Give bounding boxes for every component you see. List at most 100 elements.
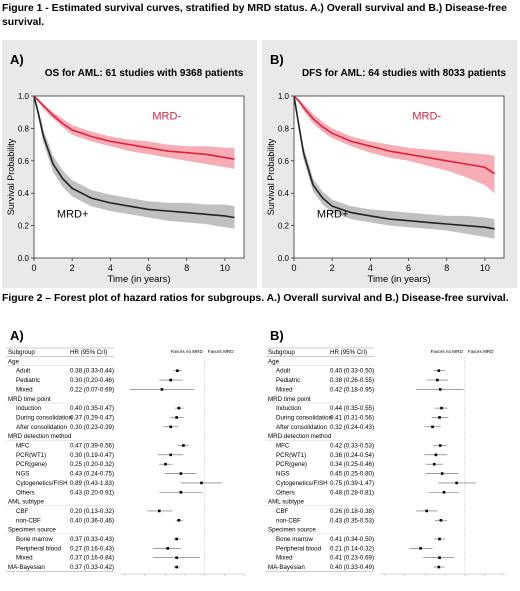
panel-label: B) [270, 52, 284, 67]
x-tick-label: 6 [146, 263, 151, 273]
x-tick-label: 4 [368, 263, 373, 273]
hr-point [438, 537, 441, 541]
hr-point [177, 406, 181, 410]
forest-row-label: MFC [276, 443, 290, 450]
forest-row-hr: 0.48 (0.28-0.81) [330, 489, 374, 496]
col-hr: HR (95% CrI) [70, 349, 107, 356]
survival-line-mrd-negative [33, 95, 235, 160]
forest-row-hr: 0.41 (0.31-0.56) [330, 414, 374, 421]
hr-point [438, 444, 442, 447]
hr-point [166, 547, 170, 550]
y-axis-label: Survival Probability [266, 138, 276, 215]
forest-row-label: After consolidation [276, 424, 327, 431]
forest-row-label: Mixed [16, 555, 33, 562]
hr-point [175, 565, 178, 569]
hr-point [431, 425, 434, 429]
mrd-positive-label: MRD+ [57, 209, 88, 221]
forest-row-label: PCR(WT1) [276, 452, 306, 459]
forest-row-label: Cytogenetics/FISH [276, 480, 328, 487]
hr-point [200, 481, 203, 485]
forest-svg: A) Subgroup HR (95% CrI) Favors no MRD Favor… [6, 328, 245, 577]
forest-row-hr: 0.38 (0.33-0.44) [70, 368, 114, 375]
hr-point [175, 556, 178, 559]
hr-point [182, 444, 185, 447]
forest-row-hr: 0.37 (0.33-0.42) [70, 564, 114, 571]
forest-row-hr: 0.30 (0.23-0.39) [70, 424, 114, 431]
favors-right-label: Favors MRD [208, 349, 234, 354]
hr-point [436, 378, 439, 382]
forest-row-hr: 0.43 (0.35-0.53) [330, 517, 374, 524]
forest-row-hr: 0.27 (0.16-0.43) [70, 545, 114, 552]
forest-group-header: Age [268, 358, 280, 365]
forest-row-hr: 0.26 (0.18-0.38) [330, 508, 374, 515]
forest-row-label: After consolidation [16, 424, 67, 431]
forest-row-label: Induction [16, 405, 42, 412]
y-tick-label: 0.6 [278, 157, 290, 166]
y-tick-label: 0.8 [18, 124, 30, 133]
hr-point [438, 556, 441, 559]
plot-border [293, 95, 505, 259]
forest-row-hr: 0.20 (0.13-0.32) [70, 508, 114, 515]
forest-row-label: Pediatric [276, 377, 300, 384]
hr-point [440, 472, 444, 475]
forest-row-hr: 0.45 (0.25-0.80) [330, 471, 374, 478]
hr-point [439, 519, 443, 522]
hr-point [176, 369, 179, 372]
forest-row-label: During consolidation [276, 414, 333, 421]
forest-row-hr: 0.44 (0.35-0.55) [330, 405, 374, 412]
forest-row-label: Peripheral blood [276, 545, 322, 552]
forest-row-label: Mixed [276, 555, 293, 562]
forest-plot-dfs: B) Subgroup HR (95% CrI) Favors no MRD Favor… [262, 326, 514, 588]
hr-point [437, 565, 441, 569]
forest-row-hr: 0.40 (0.35-0.47) [70, 405, 114, 412]
confidence-band-mrd-positive [294, 96, 495, 239]
y-tick-label: 0.0 [18, 254, 30, 263]
hr-point [438, 388, 442, 391]
y-tick-label: 0.4 [278, 189, 290, 198]
y-tick-label: 0.2 [18, 222, 30, 231]
forest-group-header: Specimen source [268, 527, 316, 534]
hr-point [437, 369, 441, 372]
y-tick-label: 1.0 [18, 92, 30, 101]
forest-row-hr: 0.21 (0.14-0.32) [330, 545, 374, 552]
forest-svg: B) Subgroup HR (95% CrI) Favors no MRD Favor… [266, 328, 505, 577]
mrd-negative-label: MRD- [152, 110, 181, 122]
forest-row-hr: 0.42 (0.33-0.53) [330, 443, 374, 450]
x-axis-label: Time (in years) [108, 274, 171, 285]
km-title: OS for AML: 61 studies with 9368 patient… [45, 68, 244, 79]
y-tick-label: 0.0 [278, 254, 290, 263]
hr-point [434, 453, 438, 457]
favors-left-label: Favors no MRD [171, 349, 204, 354]
figure2-caption: Figure 2 – Forest plot of hazard ratios … [2, 293, 509, 304]
forest-row-label: Others [16, 489, 35, 496]
x-tick-label: 10 [220, 263, 230, 273]
col-subgroup: Subgroup [8, 349, 35, 356]
forest-group-header: Age [8, 358, 20, 365]
forest-group-header: AML subtype [268, 499, 304, 506]
forest-row-hr: 0.43 (0.24-0.75) [70, 471, 114, 478]
forest-row-label: MFC [16, 443, 30, 450]
forest-row-label: Bone marrow [16, 536, 53, 543]
figure1-caption: Figure 1 - Estimated survival curves, st… [2, 3, 507, 28]
hr-point [438, 416, 441, 419]
forest-group-header: MRD time point [8, 396, 51, 403]
survival-line-mrd-positive [293, 95, 495, 230]
forest-row-hr: 0.40 (0.33-0.50) [330, 368, 374, 375]
x-tick-label: 0 [31, 263, 36, 273]
panel-label: A) [10, 52, 24, 67]
forest-group-header: MRD time point [268, 396, 311, 403]
y-tick-label: 0.4 [18, 189, 30, 198]
forest-row-hr: 0.37 (0.29-0.47) [70, 414, 114, 421]
forest-row-label: CBF [276, 508, 289, 515]
hr-point [440, 406, 443, 410]
hr-point [455, 481, 458, 485]
forest-row-label: MA-Bayesian [8, 564, 45, 571]
x-tick-label: 8 [184, 263, 189, 273]
forest-group-header: AML subtype [8, 499, 44, 506]
forest-row-hr: 0.34 (0.25-0.46) [330, 461, 374, 468]
confidence-band-mrd-positive [34, 96, 235, 229]
hr-point [432, 462, 436, 466]
favors-left-label: Favors no MRD [431, 349, 464, 354]
y-tick-label: 0.8 [278, 124, 290, 133]
survival-line-mrd-positive [33, 95, 235, 219]
